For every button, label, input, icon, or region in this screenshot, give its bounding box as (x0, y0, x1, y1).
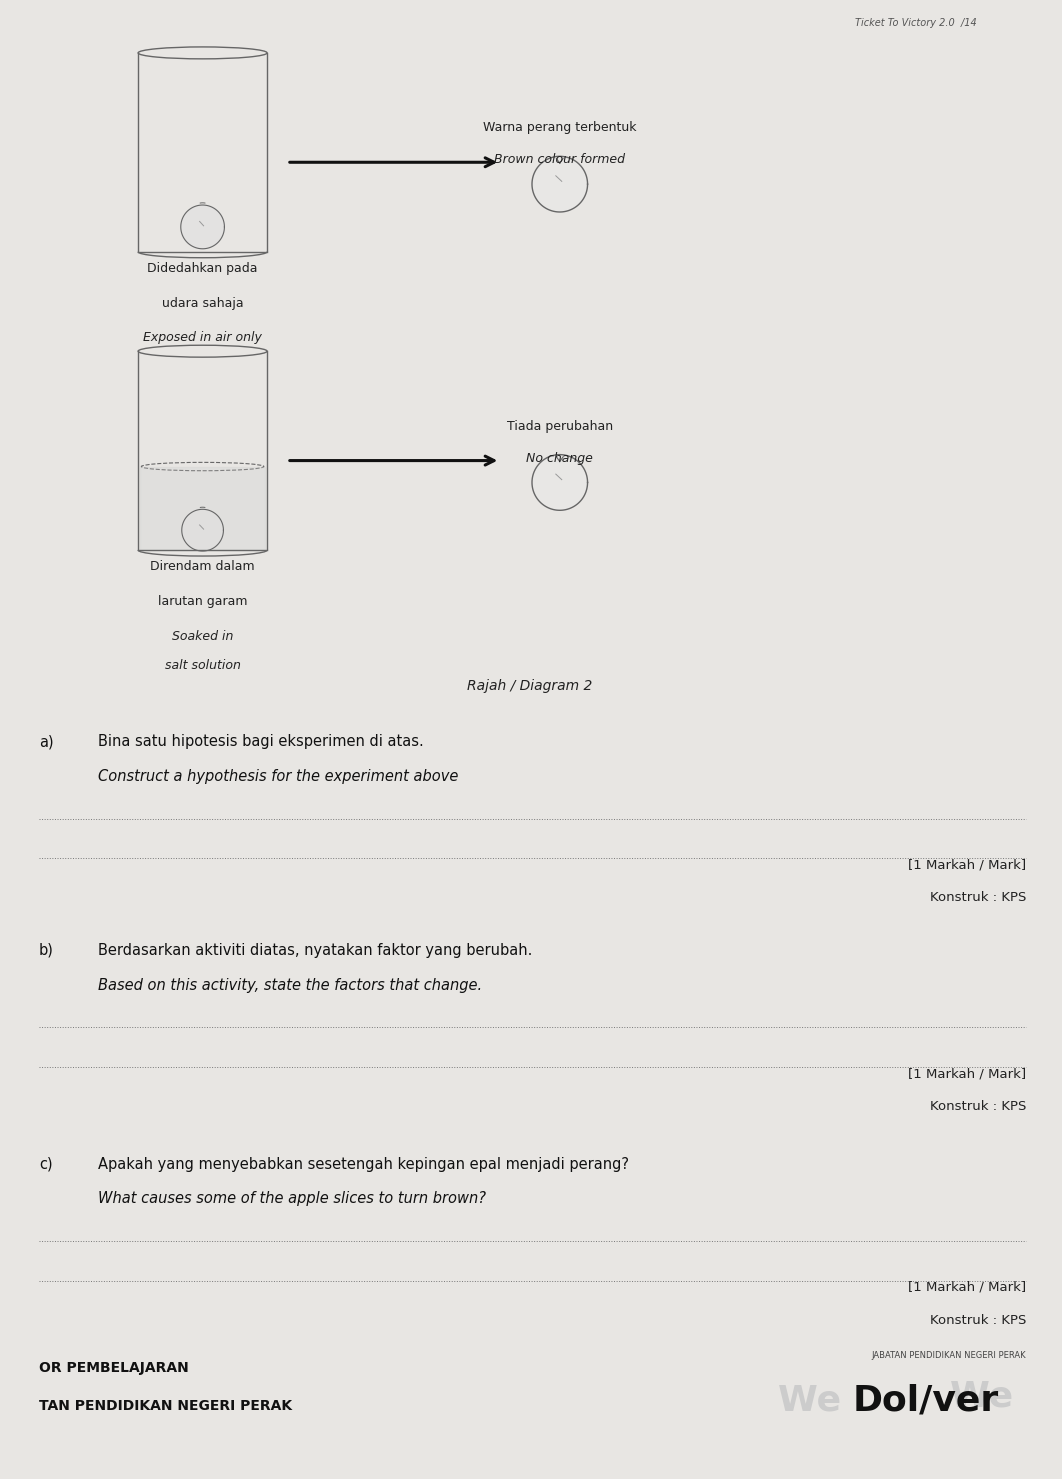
Text: We: We (778, 1383, 854, 1417)
Text: Apakah yang menyebabkan sesetengah kepingan epal menjadi perang?: Apakah yang menyebabkan sesetengah kepin… (99, 1157, 630, 1171)
Text: Berdasarkan aktiviti diatas, nyatakan faktor yang berubah.: Berdasarkan aktiviti diatas, nyatakan fa… (99, 942, 533, 958)
Text: a): a) (39, 734, 53, 748)
Text: JABATAN PENDIDIKAN NEGERI PERAK: JABATAN PENDIDIKAN NEGERI PERAK (872, 1352, 1026, 1361)
Text: What causes some of the apple slices to turn brown?: What causes some of the apple slices to … (99, 1192, 486, 1207)
Text: [1 Markah / Mark]: [1 Markah / Mark] (908, 1281, 1026, 1294)
Text: [1 Markah / Mark]: [1 Markah / Mark] (908, 1068, 1026, 1080)
Text: We: We (950, 1380, 1026, 1412)
Text: No change: No change (527, 451, 594, 464)
Text: Direndam dalam: Direndam dalam (151, 561, 255, 572)
Text: Exposed in air only: Exposed in air only (143, 331, 262, 345)
Text: Konstruk : KPS: Konstruk : KPS (929, 1100, 1026, 1114)
Text: Based on this activity, state the factors that change.: Based on this activity, state the factor… (99, 978, 482, 992)
Text: Soaked in: Soaked in (172, 630, 234, 642)
Text: Bina satu hipotesis bagi eksperimen di atas.: Bina satu hipotesis bagi eksperimen di a… (99, 734, 424, 748)
Polygon shape (532, 454, 587, 510)
Polygon shape (181, 206, 224, 248)
Text: salt solution: salt solution (165, 660, 240, 673)
Text: Rajah / Diagram 2: Rajah / Diagram 2 (467, 679, 593, 694)
Text: Ticket To Victory 2.0  /14: Ticket To Victory 2.0 /14 (855, 18, 976, 28)
Text: Didedahkan pada: Didedahkan pada (148, 262, 258, 275)
Polygon shape (182, 509, 223, 552)
Text: Construct a hypothesis for the experiment above: Construct a hypothesis for the experimen… (99, 769, 459, 784)
Text: Konstruk : KPS: Konstruk : KPS (929, 892, 1026, 904)
Text: TAN PENDIDIKAN NEGERI PERAK: TAN PENDIDIKAN NEGERI PERAK (39, 1399, 292, 1412)
Polygon shape (532, 157, 587, 211)
Text: c): c) (39, 1157, 52, 1171)
Text: Brown colour formed: Brown colour formed (494, 154, 626, 166)
Text: b): b) (39, 942, 54, 958)
Text: larutan garam: larutan garam (158, 595, 247, 608)
Text: Dol/ver: Dol/ver (853, 1383, 998, 1417)
Text: Konstruk : KPS: Konstruk : KPS (929, 1313, 1026, 1327)
Text: [1 Markah / Mark]: [1 Markah / Mark] (908, 858, 1026, 871)
Text: Warna perang terbentuk: Warna perang terbentuk (483, 121, 636, 135)
Text: udara sahaja: udara sahaja (161, 296, 243, 309)
Text: Tiada perubahan: Tiada perubahan (507, 420, 613, 433)
Text: OR PEMBELAJARAN: OR PEMBELAJARAN (39, 1361, 189, 1375)
